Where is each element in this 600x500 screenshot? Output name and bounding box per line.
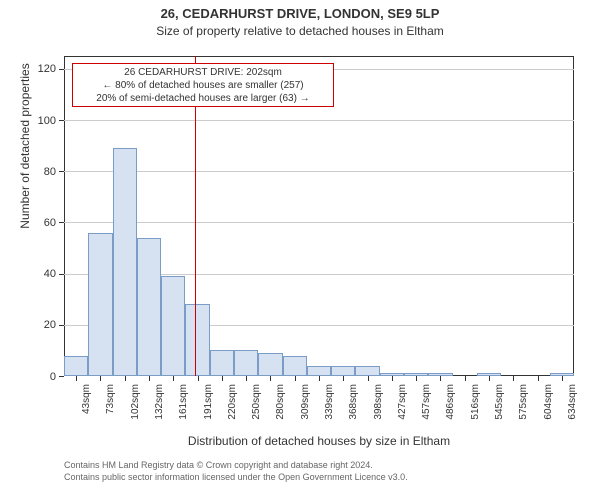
x-tick-label: 545sqm: [494, 384, 505, 434]
x-tick: [319, 376, 320, 381]
y-tick: [59, 325, 64, 326]
annotation-box: 26 CEDARHURST DRIVE: 202sqm ← 80% of det…: [72, 63, 334, 107]
y-tick-label: 120: [26, 63, 56, 75]
x-tick: [368, 376, 369, 381]
x-tick: [513, 376, 514, 381]
histogram-bar: [113, 148, 137, 376]
histogram-bar: [210, 350, 234, 376]
x-tick: [125, 376, 126, 381]
y-axis-title: Number of detached properties: [18, 0, 32, 306]
x-tick-label: 368sqm: [348, 384, 359, 434]
x-tick-label: 250sqm: [251, 384, 262, 434]
histogram-bar: [88, 233, 112, 376]
axis-spine: [64, 56, 574, 57]
histogram-bar: [331, 366, 355, 376]
x-tick-label: 280sqm: [275, 384, 286, 434]
chart-container: 26, CEDARHURST DRIVE, LONDON, SE9 5LP Si…: [0, 0, 600, 500]
x-tick: [489, 376, 490, 381]
axis-spine: [573, 56, 574, 376]
footer-text: Contains HM Land Registry data © Crown c…: [64, 460, 408, 483]
y-tick: [59, 222, 64, 223]
y-tick: [59, 120, 64, 121]
footer-line-1: Contains HM Land Registry data © Crown c…: [64, 460, 408, 472]
x-tick: [270, 376, 271, 381]
histogram-bar: [64, 356, 88, 376]
y-tick-label: 40: [26, 268, 56, 280]
x-tick-label: 191sqm: [203, 384, 214, 434]
histogram-bar: [137, 238, 161, 376]
x-tick: [76, 376, 77, 381]
x-tick-label: 427sqm: [397, 384, 408, 434]
x-axis-title: Distribution of detached houses by size …: [64, 434, 574, 448]
x-tick: [440, 376, 441, 381]
grid-line: [64, 222, 574, 223]
x-tick: [198, 376, 199, 381]
x-tick-label: 575sqm: [518, 384, 529, 434]
y-tick: [59, 376, 64, 377]
grid-line: [64, 171, 574, 172]
x-tick: [149, 376, 150, 381]
histogram-bar: [161, 276, 185, 376]
x-tick-label: 486sqm: [445, 384, 456, 434]
x-tick: [392, 376, 393, 381]
x-tick: [222, 376, 223, 381]
histogram-bar: [283, 356, 307, 376]
x-tick-label: 102sqm: [130, 384, 141, 434]
chart-title: 26, CEDARHURST DRIVE, LONDON, SE9 5LP: [0, 6, 600, 21]
histogram-bar: [185, 304, 209, 376]
y-tick-label: 20: [26, 319, 56, 331]
y-tick-label: 100: [26, 115, 56, 127]
y-tick: [59, 69, 64, 70]
x-tick: [100, 376, 101, 381]
annotation-line-1: 26 CEDARHURST DRIVE: 202sqm: [77, 66, 329, 79]
x-tick-label: 516sqm: [470, 384, 481, 434]
histogram-bar: [234, 350, 258, 376]
x-tick-label: 604sqm: [543, 384, 554, 434]
annotation-line-2: ← 80% of detached houses are smaller (25…: [77, 79, 329, 92]
x-tick-label: 73sqm: [105, 384, 116, 434]
x-tick: [295, 376, 296, 381]
x-tick: [246, 376, 247, 381]
y-tick-label: 60: [26, 217, 56, 229]
annotation-line-3: 20% of semi-detached houses are larger (…: [77, 92, 329, 105]
x-tick-label: 398sqm: [373, 384, 384, 434]
y-tick: [59, 274, 64, 275]
histogram-bar: [258, 353, 282, 376]
histogram-bar: [355, 366, 379, 376]
x-tick: [562, 376, 563, 381]
histogram-bar: [307, 366, 331, 376]
x-tick-label: 309sqm: [300, 384, 311, 434]
x-tick-label: 132sqm: [154, 384, 165, 434]
y-tick-label: 80: [26, 166, 56, 178]
x-tick-label: 339sqm: [324, 384, 335, 434]
x-tick: [416, 376, 417, 381]
chart-subtitle: Size of property relative to detached ho…: [0, 24, 600, 38]
grid-line: [64, 120, 574, 121]
y-tick: [59, 171, 64, 172]
y-tick-label: 0: [26, 371, 56, 383]
x-tick-label: 457sqm: [421, 384, 432, 434]
x-tick: [343, 376, 344, 381]
footer-line-2: Contains public sector information licen…: [64, 472, 408, 484]
x-tick: [173, 376, 174, 381]
x-tick-label: 220sqm: [227, 384, 238, 434]
x-tick-label: 43sqm: [81, 384, 92, 434]
x-tick-label: 634sqm: [567, 384, 578, 434]
x-tick: [538, 376, 539, 381]
x-tick-label: 161sqm: [178, 384, 189, 434]
axis-spine: [64, 56, 65, 376]
x-tick: [465, 376, 466, 381]
